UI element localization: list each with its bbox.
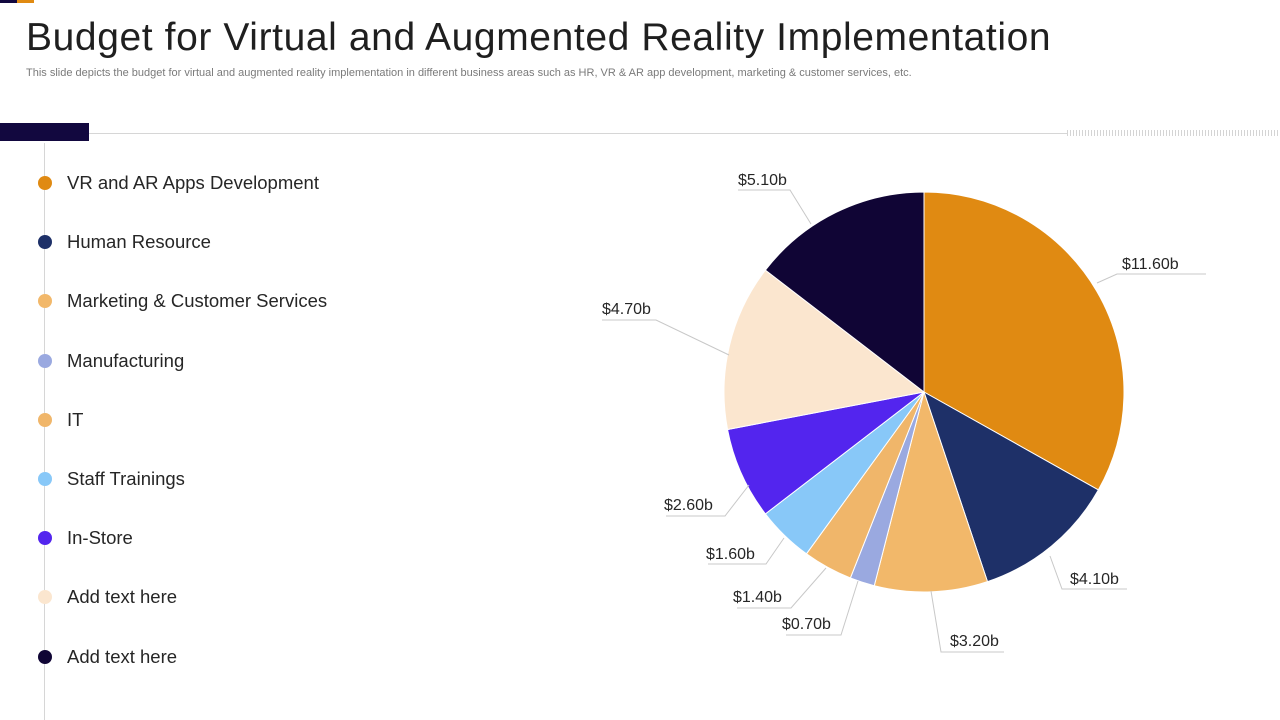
pie-slice bbox=[923, 191, 1125, 491]
data-label: $4.10b bbox=[1070, 571, 1119, 588]
leader-line bbox=[1096, 273, 1206, 284]
data-label: $11.60b bbox=[1122, 256, 1179, 273]
corner-accent bbox=[0, 0, 34, 3]
leader-line bbox=[930, 590, 1004, 653]
legend-item: Add text here bbox=[38, 585, 177, 609]
legend-axis-line bbox=[44, 143, 45, 720]
legend-swatch bbox=[38, 176, 52, 190]
leader-line bbox=[786, 580, 859, 636]
legend-label: Add text here bbox=[67, 645, 178, 667]
legend-swatch bbox=[38, 472, 52, 486]
legend-swatch bbox=[38, 412, 52, 427]
legend-swatch bbox=[38, 353, 52, 368]
leader-line bbox=[737, 567, 827, 609]
legend-item: Human Resource bbox=[38, 230, 211, 254]
legend-label: VR and AR Apps Development bbox=[67, 172, 319, 193]
divider-line bbox=[89, 133, 1067, 134]
page-subtitle: This slide depicts the budget for virtua… bbox=[26, 67, 912, 79]
legend-label: IT bbox=[67, 408, 84, 430]
leader-line bbox=[738, 189, 812, 225]
legend-item: Add text here bbox=[38, 645, 177, 669]
data-label: $5.10b bbox=[738, 172, 787, 189]
data-label: $1.40b bbox=[733, 589, 782, 606]
data-label: $4.70b bbox=[602, 301, 651, 318]
legend-item: Staff Trainings bbox=[38, 467, 185, 491]
legend-label: Marketing & Customer Services bbox=[67, 290, 328, 312]
data-label: $1.60b bbox=[706, 546, 755, 563]
legend-swatch bbox=[38, 235, 52, 250]
legend-label: Staff Trainings bbox=[67, 468, 185, 489]
legend-item: VR and AR Apps Development bbox=[38, 171, 319, 195]
legend-label: Manufacturing bbox=[67, 349, 185, 371]
leader-line bbox=[708, 537, 785, 565]
pie-slice bbox=[764, 191, 925, 394]
pie-slice bbox=[723, 269, 926, 431]
legend-item: In-Store bbox=[38, 526, 133, 550]
data-label: $0.70b bbox=[782, 616, 831, 633]
data-label: $2.60b bbox=[664, 497, 713, 514]
legend-swatch bbox=[38, 294, 52, 309]
leader-line bbox=[1049, 555, 1127, 590]
leader-line bbox=[666, 484, 750, 517]
legend-item: IT bbox=[38, 408, 83, 432]
legend-swatch bbox=[38, 590, 52, 605]
legend-swatch bbox=[38, 649, 52, 664]
legend-label: In-Store bbox=[67, 527, 133, 549]
legend-item: Marketing & Customer Services bbox=[38, 289, 327, 313]
divider-hatch bbox=[1067, 130, 1280, 136]
legend-label: Add text here bbox=[67, 586, 178, 608]
data-label: $3.20b bbox=[950, 633, 999, 650]
divider-accent-bar bbox=[0, 123, 89, 141]
page-title: Budget for Virtual and Augmented Reality… bbox=[26, 16, 1052, 59]
legend-swatch bbox=[38, 531, 52, 546]
pie-slice bbox=[923, 390, 1100, 583]
legend-label: Human Resource bbox=[67, 231, 211, 253]
legend-item: Manufacturing bbox=[38, 349, 184, 373]
leader-line bbox=[602, 319, 730, 356]
